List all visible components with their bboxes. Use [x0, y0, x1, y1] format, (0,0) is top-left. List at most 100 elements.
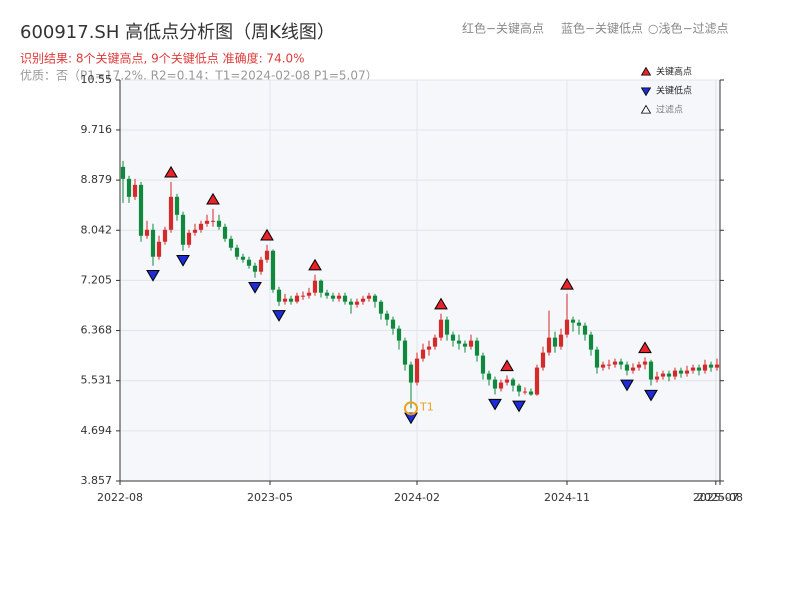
- candle-body: [672, 370, 678, 377]
- candle-body: [654, 376, 660, 380]
- candle-body: [630, 367, 636, 371]
- top-legend: 蓝色−关键低点: [561, 22, 643, 36]
- candle-body: [270, 250, 276, 290]
- candle-body: [342, 295, 348, 302]
- y-tick-label: 9.716: [81, 123, 113, 136]
- candle-body: [696, 367, 702, 371]
- candle-body: [690, 367, 696, 371]
- candle-body: [150, 229, 156, 257]
- candle-body: [582, 325, 588, 335]
- y-tick-label: 10.55: [81, 73, 113, 86]
- candle-body: [240, 256, 246, 260]
- key-low-marker: [272, 310, 286, 322]
- key-high-marker: [164, 165, 178, 178]
- chart-note: 优质：否（P1=17.2%, R2=0.14；T1=2024-02-08 P1=…: [20, 69, 378, 83]
- candle-body: [222, 226, 228, 239]
- candle-body: [534, 367, 540, 395]
- candle-body: [444, 319, 450, 335]
- key-low-marker: [620, 379, 634, 392]
- candle-body: [132, 184, 138, 197]
- chart-title: 600917.SH 高低点分析图（周K线图）: [20, 22, 335, 43]
- candle-body: [258, 259, 264, 272]
- candle-body: [294, 295, 300, 302]
- key-high-marker: [638, 341, 652, 354]
- candle-body: [138, 184, 144, 236]
- key-high-marker: [260, 228, 274, 241]
- candle-body: [390, 319, 396, 329]
- candle-body: [426, 346, 432, 350]
- candle-body: [180, 214, 186, 245]
- candle-body: [210, 220, 216, 222]
- candle-body: [402, 340, 408, 365]
- candle-body: [252, 265, 258, 272]
- candle-body: [486, 373, 492, 380]
- x-tick-label: 2022-08: [97, 491, 143, 504]
- candle-body: [384, 313, 390, 320]
- candle-body: [282, 298, 288, 302]
- candle-body: [234, 247, 240, 257]
- y-tick-label: 5.531: [81, 374, 113, 387]
- candle-body: [414, 358, 420, 383]
- y-tick-label: 8.879: [81, 173, 113, 186]
- candle-body: [528, 391, 534, 395]
- candle-body: [246, 259, 252, 266]
- candle-body: [228, 238, 234, 248]
- candle-body: [396, 328, 402, 341]
- candle-body: [474, 340, 480, 356]
- key-high-marker: [206, 192, 220, 205]
- candle-body: [198, 223, 204, 230]
- candle-body: [504, 379, 510, 383]
- chart-subtitle: 识别结果: 8个关键高点, 9个关键低点 准确度: 74.0%: [20, 51, 305, 66]
- candle-body: [432, 337, 438, 347]
- candle-body: [708, 364, 714, 368]
- candle-body: [480, 355, 486, 374]
- candle-body: [306, 292, 312, 296]
- candle-body: [570, 319, 576, 323]
- candle-body: [684, 370, 690, 374]
- key-low-marker: [488, 398, 502, 411]
- key-low-marker: [404, 412, 418, 425]
- candle-body: [336, 295, 342, 299]
- key-low-marker: [146, 270, 160, 282]
- candle-body: [462, 343, 468, 347]
- candle-body: [312, 280, 318, 293]
- candle-body: [420, 349, 426, 359]
- candle-body: [264, 250, 270, 260]
- candle-body: [510, 379, 516, 386]
- y-tick-label: 4.694: [81, 424, 113, 437]
- candle-body: [156, 241, 162, 257]
- candle-body: [636, 364, 642, 368]
- candle-body: [354, 301, 360, 305]
- candle-body: [558, 334, 564, 347]
- candle-body: [216, 220, 222, 227]
- candle-body: [144, 229, 150, 236]
- candle-body: [450, 334, 456, 341]
- candle-body: [192, 229, 198, 233]
- candle-body: [186, 232, 192, 245]
- candle-body: [540, 352, 546, 368]
- x-tick-label: 2024-11: [544, 491, 590, 504]
- candle-body: [300, 295, 306, 297]
- candle-body: [594, 349, 600, 368]
- candle-body: [168, 196, 174, 230]
- legend-label: 关键高点: [656, 66, 692, 78]
- candle-body: [276, 289, 282, 302]
- candle-body: [366, 295, 372, 299]
- candle-body: [714, 364, 720, 368]
- candle-body: [702, 364, 708, 371]
- x-tick-label: 2024-02: [394, 491, 440, 504]
- t1-label: T1: [419, 400, 434, 413]
- candle-body: [648, 361, 654, 380]
- candle-body: [288, 298, 294, 302]
- y-tick-label: 6.368: [81, 324, 113, 337]
- candle-body: [126, 178, 132, 197]
- candle-body: [618, 361, 624, 365]
- candle-body: [660, 373, 666, 377]
- key-high-marker: [434, 297, 448, 310]
- key-low-marker: [248, 282, 262, 294]
- legend-label: 过滤点: [656, 104, 683, 116]
- candle-body: [204, 220, 210, 224]
- candle-body: [612, 361, 618, 365]
- candle-body: [438, 319, 444, 338]
